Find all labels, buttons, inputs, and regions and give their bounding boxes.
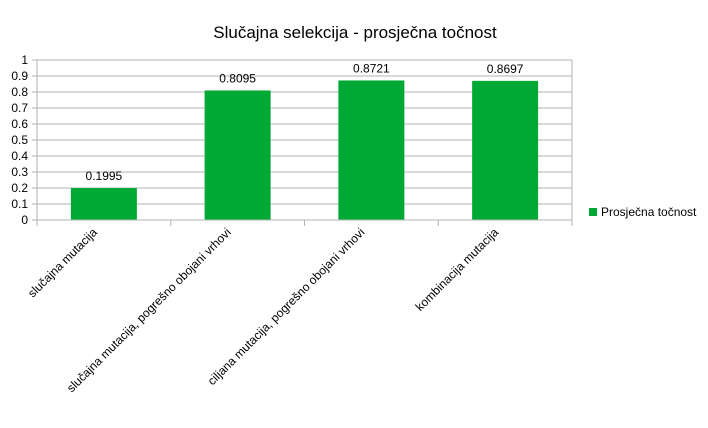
bar: [338, 80, 405, 221]
y-tick-label: 0.5: [11, 133, 28, 147]
bar: [204, 90, 271, 220]
y-tick-label: 0.2: [11, 181, 28, 195]
data-label: 0.8721: [353, 61, 390, 75]
legend-swatch: [589, 208, 597, 216]
y-tick-label: 0.4: [11, 149, 28, 163]
y-tick-label: 0.7: [11, 101, 28, 115]
x-tick-label: slučajna mutacija, pogrešno obojani vrho…: [64, 225, 234, 395]
y-tick-label: 0: [21, 213, 28, 227]
x-tick-label: slučajna mutacija: [25, 225, 100, 300]
axes: [32, 59, 573, 226]
y-tick-label: 0.9: [11, 69, 28, 83]
data-label: 0.1995: [86, 169, 123, 183]
x-tick-label: kombinacija mutacija: [413, 225, 502, 314]
y-tick-label: 0.6: [11, 117, 28, 131]
x-tick-label: ciljana mutacija, pogrešno obojani vrhov…: [205, 225, 368, 388]
y-tick-label: 1: [21, 53, 28, 67]
data-label: 0.8697: [487, 62, 524, 76]
bar: [70, 188, 137, 220]
y-tick-label: 0.3: [11, 165, 28, 179]
chart-title: Slučajna selekcija - prosječna točnost: [213, 23, 497, 42]
data-label: 0.8095: [219, 71, 256, 85]
bar: [472, 80, 539, 221]
y-tick-label: 0.1: [11, 197, 28, 211]
y-tick-label: 0.8: [11, 85, 28, 99]
legend: Prosječna točnost: [589, 205, 697, 219]
legend-label: Prosječna točnost: [601, 205, 697, 219]
bars: [70, 80, 539, 221]
